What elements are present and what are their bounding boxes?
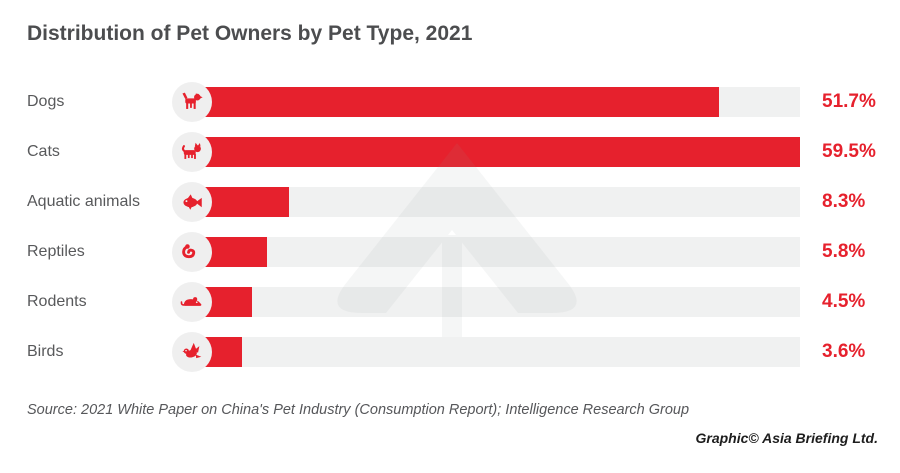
- icon-badge: [172, 182, 212, 222]
- bar-track: [182, 137, 800, 167]
- cat-icon: [181, 142, 201, 159]
- value-label: 5.8%: [822, 241, 866, 262]
- bar-cats: [182, 137, 800, 167]
- value-label: 51.7%: [822, 91, 876, 112]
- value-label: 3.6%: [822, 341, 866, 362]
- chart-row-rodents: Rodents 4.5%: [0, 277, 900, 327]
- snake-icon: [182, 244, 196, 259]
- icon-badge: [172, 232, 212, 272]
- icon-badge: [172, 82, 212, 122]
- value-label: 59.5%: [822, 141, 876, 162]
- dog-icon: [182, 92, 203, 109]
- chart-row-reptiles: Reptiles 5.8%: [0, 227, 900, 277]
- bar-track: [182, 337, 800, 367]
- page-title: Distribution of Pet Owners by Pet Type, …: [27, 22, 473, 45]
- icon-badge: [172, 332, 212, 372]
- chart-row-cats: Cats 59.5%: [0, 127, 900, 177]
- bird-icon: [182, 342, 202, 359]
- icon-badge: [172, 282, 212, 322]
- mouse-icon: [180, 297, 202, 306]
- bar-chart: Dogs 51.7% Cats: [0, 77, 900, 377]
- bar-track: [182, 87, 800, 117]
- value-label: 4.5%: [822, 291, 866, 312]
- category-label: Aquatic animals: [27, 193, 140, 210]
- icon-badge: [172, 132, 212, 172]
- category-label: Cats: [27, 143, 60, 160]
- value-label: 8.3%: [822, 191, 866, 212]
- chart-row-dogs: Dogs 51.7%: [0, 77, 900, 127]
- bar-track: [182, 287, 800, 317]
- fish-icon: [183, 194, 202, 210]
- bar-track: [182, 187, 800, 217]
- source-note: Source: 2021 White Paper on China's Pet …: [27, 402, 690, 418]
- category-label: Reptiles: [27, 243, 85, 260]
- graphic-credit: Graphic© Asia Briefing Ltd.: [695, 430, 879, 446]
- chart-row-birds: Birds 3.6%: [0, 327, 900, 377]
- chart-row-aquatic: Aquatic animals 8.3%: [0, 177, 900, 227]
- category-label: Dogs: [27, 93, 65, 110]
- category-label: Birds: [27, 343, 64, 360]
- bar-track: [182, 237, 800, 267]
- category-label: Rodents: [27, 293, 87, 310]
- bar-dogs: [182, 87, 720, 117]
